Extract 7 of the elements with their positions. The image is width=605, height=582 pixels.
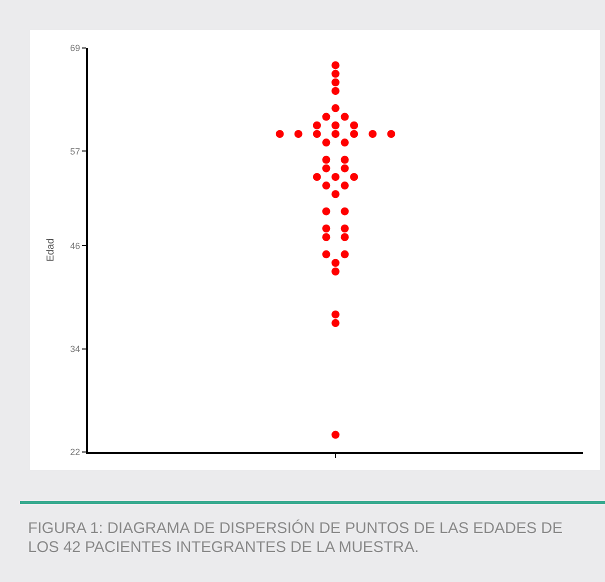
y-tick-label: 22 bbox=[70, 447, 80, 458]
y-tick-label: 69 bbox=[70, 43, 80, 54]
y-tick-label: 57 bbox=[70, 146, 80, 156]
y-tick-label: 34 bbox=[70, 344, 80, 354]
y-axis-title: Edad bbox=[46, 238, 57, 262]
y-tick-label: 46 bbox=[70, 240, 80, 251]
text: FIGURA 1: DIAGRAMA DE DISPERSIÓN DE PUNTOS DE LAS EDADES DE LOS 42 PACIENTES INTEGRANTES DE LA MUESTRA. bbox=[28, 519, 564, 557]
